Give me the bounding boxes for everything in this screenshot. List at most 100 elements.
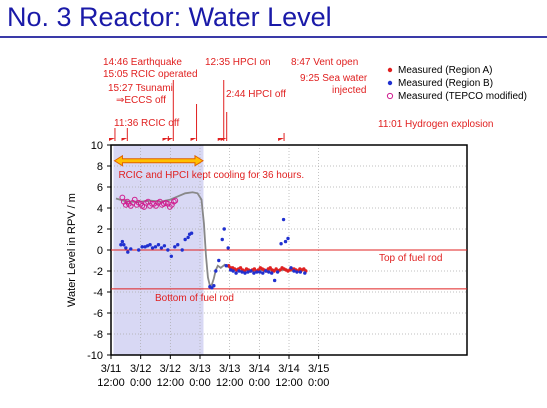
y-tick-label: 10 [91, 140, 103, 152]
event-label: 11:36 RCIC off [114, 118, 179, 129]
event-label: 8:47 Vent open [291, 57, 358, 68]
page-title: No. 3 Reactor: Water Level [7, 2, 332, 32]
event-label: 9:25 Sea water injected [300, 73, 368, 96]
x-tick-label-time: 12:00 [216, 377, 244, 389]
data-point-region-b [162, 244, 167, 248]
x-tick-label-date: 3/11 [101, 363, 122, 375]
data-point-region-b [176, 243, 180, 247]
data-point-region-b [255, 270, 259, 274]
y-tick-label: 8 [97, 161, 103, 173]
event-label: 2:44 HPCI off [226, 89, 286, 100]
data-point-region-b [120, 239, 125, 244]
data-point-tepco [170, 198, 177, 205]
x-tick-label-time: 0:00 [308, 377, 329, 389]
x-tick-label-date: 3/13 [219, 363, 240, 375]
data-point-region-b [169, 254, 174, 258]
reference-label-top-of-fuel: Top of fuel rod [379, 253, 442, 264]
event-label: 14:46 Earthquake 15:05 RCIC operated [103, 57, 198, 80]
data-point-region-b [166, 248, 170, 252]
data-point-region-b [183, 237, 187, 242]
data-point-region-b [140, 245, 144, 249]
x-tick-label-date: 3/14 [278, 363, 299, 375]
data-point-region-b [217, 258, 221, 263]
event-label: 11:01 Hydrogen explosion [378, 119, 493, 130]
data-point-region-b [252, 271, 256, 275]
data-point-region-b [212, 284, 216, 288]
legend-label: Measured (TEPCO modified) [398, 91, 527, 102]
reference-label-bottom-of-fuel: Bottom of fuel rod [155, 293, 234, 304]
data-point-region-b [231, 269, 235, 273]
x-tick-label-date: 3/12 [130, 363, 151, 375]
y-tick-label: 0 [97, 245, 103, 257]
y-tick-label: 4 [97, 203, 103, 215]
data-point-region-b [269, 271, 274, 275]
data-point-region-b [186, 235, 190, 240]
data-point-region-b [148, 243, 152, 247]
y-tick-label: -6 [93, 308, 103, 320]
y-tick-label: -2 [93, 266, 103, 278]
data-point-region-b [122, 243, 126, 247]
y-tick-label: -8 [93, 329, 103, 341]
data-point-region-b [240, 270, 244, 274]
data-point-region-b [275, 270, 280, 274]
data-point-region-b [267, 270, 271, 274]
data-point-region-b [237, 269, 241, 273]
data-point-region-b [295, 270, 299, 274]
data-point-region-b [303, 271, 307, 275]
x-tick-label-time: 12:00 [275, 377, 303, 389]
y-tick-label: -4 [93, 287, 103, 299]
x-tick-label-date: 3/14 [249, 363, 270, 375]
legend-marker [387, 80, 393, 86]
data-point-region-b [153, 245, 158, 249]
data-point-region-b [283, 239, 288, 244]
y-axis-label: Water Level in RPV / m [66, 193, 78, 307]
title-divider [0, 36, 547, 38]
x-tick-label-date: 3/12 [160, 363, 181, 375]
event-label: 12:35 HPCI on [205, 57, 271, 68]
data-point-region-b [298, 270, 303, 274]
x-tick-label-date: 3/13 [189, 363, 210, 375]
data-point-region-b [281, 217, 286, 222]
data-point-region-b [224, 264, 228, 268]
data-point-region-b [279, 242, 283, 246]
x-tick-label-time: 0:00 [249, 377, 270, 389]
y-tick-label: 2 [97, 224, 103, 236]
legend-marker [386, 92, 394, 100]
data-point-region-b [159, 246, 164, 250]
data-point-region-b [258, 270, 262, 274]
data-point-region-b [222, 227, 226, 231]
legend-label: Measured (Region A) [398, 65, 493, 76]
data-point-region-b [180, 248, 184, 252]
data-point-region-b [243, 271, 247, 275]
data-point-tepco [131, 196, 138, 203]
data-point-region-b [214, 269, 218, 273]
x-tick-label-time: 0:00 [189, 377, 210, 389]
data-point-region-b [173, 245, 177, 249]
legend-label: Measured (Region B) [398, 78, 493, 89]
data-point-region-b [261, 271, 265, 275]
x-tick-label-date: 3/15 [308, 363, 329, 375]
data-point-region-b [129, 247, 133, 251]
data-point-region-b [234, 271, 238, 275]
legend-marker [387, 67, 393, 73]
event-label: 15:27 Tsunami ⇒ECCS off [108, 83, 173, 106]
data-point-region-b [189, 231, 194, 235]
data-point-tepco [172, 197, 179, 204]
data-point-region-b [289, 266, 293, 270]
y-tick-label: 6 [97, 182, 103, 194]
data-point-region-b [264, 269, 268, 273]
x-tick-label-time: 0:00 [130, 377, 151, 389]
data-point-region-b [249, 269, 253, 273]
data-point-region-b [286, 236, 290, 241]
data-point-region-b [246, 270, 250, 274]
data-point-region-b [119, 243, 123, 247]
data-point-region-b [272, 278, 277, 283]
data-point-region-b [124, 246, 128, 250]
cooling-duration-arrow [113, 154, 204, 167]
data-point-region-b [150, 246, 155, 250]
data-point-region-b [136, 248, 141, 252]
cooling-duration-label: RCIC and HPCI kept cooling for 36 hours. [118, 170, 304, 181]
x-tick-label-time: 12:00 [97, 377, 125, 389]
y-tick-label: -10 [87, 350, 103, 362]
